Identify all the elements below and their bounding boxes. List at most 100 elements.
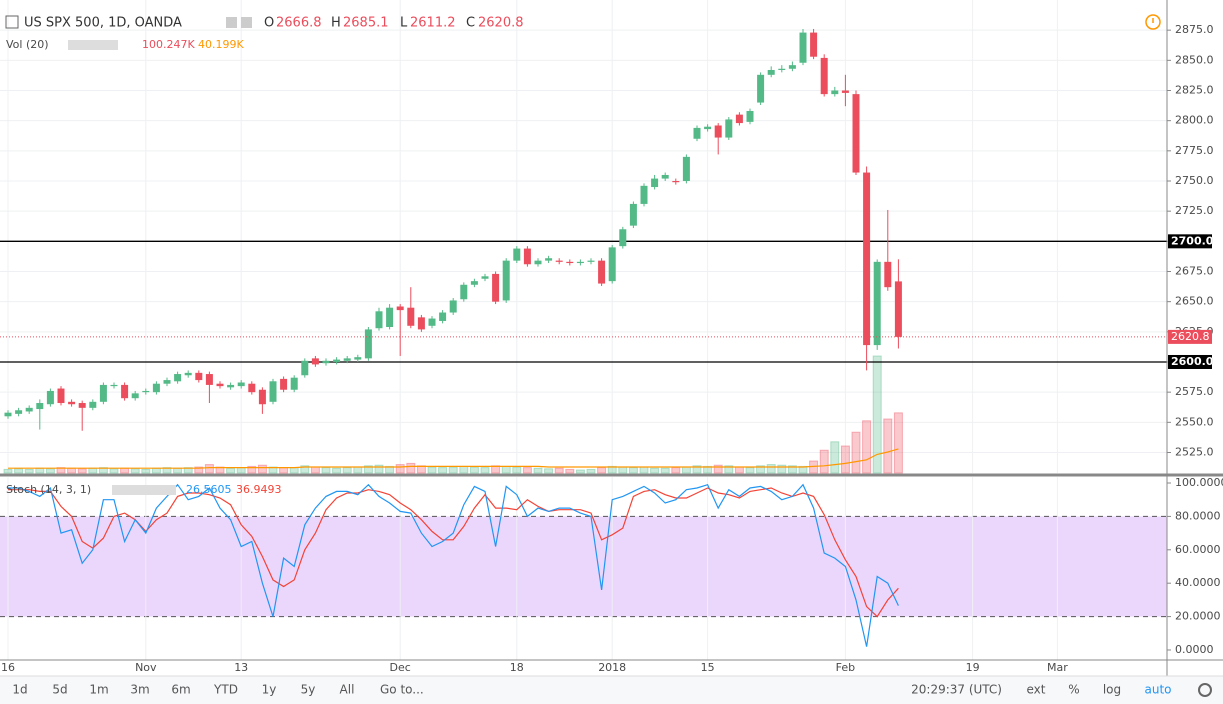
candle-body <box>640 185 648 204</box>
volume-bar <box>639 466 649 474</box>
volume-bar <box>236 467 246 474</box>
volume-bar <box>459 465 469 474</box>
candle-body <box>767 69 775 75</box>
candle-body <box>301 360 309 376</box>
volume-bar <box>448 466 458 474</box>
candle-body <box>142 390 150 393</box>
settings-icon[interactable] <box>1198 683 1212 697</box>
candle-body <box>757 74 765 103</box>
candle-body <box>248 383 256 393</box>
y-tick-label: 2675.0 <box>1175 264 1214 277</box>
volume-bar <box>756 465 766 474</box>
volume-bar <box>35 467 45 474</box>
candle-body <box>693 127 701 139</box>
candle-body <box>343 358 351 361</box>
candle-body <box>661 174 669 179</box>
volume-bar <box>247 465 257 474</box>
volume-bar <box>257 464 267 474</box>
x-tick-label: 2018 <box>598 661 626 674</box>
option-button[interactable]: ext <box>1027 683 1046 697</box>
volume-bar <box>141 468 151 474</box>
goto-button[interactable]: Go to... <box>380 683 424 697</box>
stoch-tick-label: 100.0000 <box>1175 476 1223 489</box>
candle-body <box>534 260 542 265</box>
volume-bar <box>14 468 24 474</box>
range-button[interactable]: 1y <box>262 683 277 697</box>
volume-bar <box>575 469 585 474</box>
candle-body <box>608 247 616 282</box>
range-button[interactable]: 6m <box>171 683 190 697</box>
candle-body <box>566 261 574 264</box>
volume-bar <box>3 468 13 474</box>
candle-body <box>184 372 192 376</box>
candle-body <box>555 260 563 262</box>
candle-body <box>205 374 213 385</box>
range-button[interactable]: YTD <box>213 683 238 697</box>
range-button[interactable]: 3m <box>130 683 149 697</box>
range-button[interactable]: 5y <box>301 683 316 697</box>
hline-label-box <box>1168 234 1212 249</box>
volume-bar <box>67 467 77 474</box>
stoch-tick-label: 40.0000 <box>1175 576 1221 589</box>
candle-body <box>417 317 425 330</box>
volume-bar <box>544 468 554 474</box>
candle-body <box>682 156 690 181</box>
alert-icon[interactable] <box>1145 14 1161 30</box>
candle-body <box>704 126 712 130</box>
volume-bar <box>872 355 882 474</box>
collapse-button[interactable] <box>5 15 19 29</box>
volume-bar <box>713 464 723 474</box>
range-button[interactable]: 1d <box>12 683 27 697</box>
candle-body <box>333 359 341 362</box>
range-button[interactable]: 1m <box>89 683 108 697</box>
hline-label: 2700.0 <box>1171 234 1214 247</box>
volume-bar <box>279 467 289 474</box>
stoch-d-line <box>8 487 899 618</box>
stoch-d-value: 36.9493 <box>236 483 282 496</box>
range-button[interactable]: All <box>340 683 355 697</box>
candle-body <box>311 358 319 365</box>
volume-bar <box>766 464 776 474</box>
candle-body <box>513 248 521 261</box>
volume-bar <box>660 467 670 474</box>
volume-value: 100.247K <box>142 38 195 51</box>
candle-body <box>227 384 235 388</box>
candle-body <box>863 172 871 346</box>
candle-body <box>110 384 118 387</box>
volume-bar <box>120 467 130 474</box>
candle-body <box>152 383 160 393</box>
option-button[interactable]: % <box>1068 683 1079 697</box>
volume-bar <box>332 467 342 474</box>
range-button[interactable]: 5d <box>52 683 67 697</box>
candle-body <box>269 381 277 402</box>
icon[interactable] <box>226 17 237 28</box>
candle-body <box>386 307 394 327</box>
candle-body <box>25 407 33 412</box>
candle-body <box>598 260 606 284</box>
candle-body <box>216 383 224 387</box>
x-tick-label: 19 <box>966 661 980 674</box>
volume-bar <box>840 445 850 474</box>
candle-body <box>619 229 627 247</box>
x-tick-label: Dec <box>390 661 411 674</box>
y-tick-label: 2800.0 <box>1175 114 1214 127</box>
y-tick-label: 2550.0 <box>1175 415 1214 428</box>
icons[interactable] <box>112 485 176 495</box>
option-button[interactable]: auto <box>1144 683 1171 697</box>
icon[interactable] <box>241 17 252 28</box>
volume-bar <box>522 467 532 474</box>
volume-bar <box>395 464 405 474</box>
volume-bar <box>893 412 903 474</box>
stoch-k-line <box>8 483 899 647</box>
overlay: 2700.0 2600.0 2620.8 1d 5d 1m 3m 6m YTD 1y 5y All Go… <box>12 234 1214 697</box>
icons[interactable] <box>68 40 118 50</box>
candle-body <box>195 372 203 381</box>
candle-body <box>121 384 129 399</box>
option-button[interactable]: log <box>1103 683 1121 697</box>
symbol-title: US SPX 500, 1D, OANDA <box>24 16 182 31</box>
volume-bar <box>501 465 511 474</box>
ohlc-letter: C <box>466 16 475 31</box>
volume-bar <box>289 467 299 474</box>
volume-bar <box>883 418 893 474</box>
candle-body <box>746 111 754 122</box>
